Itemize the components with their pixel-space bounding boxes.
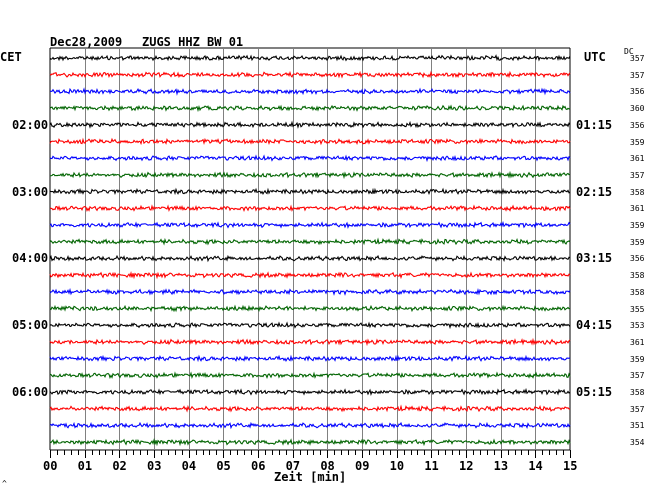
x-tick-label: 04 [181, 459, 197, 473]
x-tick-label: 15 [563, 459, 578, 473]
station-label: ZUGS HHZ BW 01 [142, 35, 244, 49]
dc-value: 357 [630, 371, 645, 381]
dc-value: 357 [630, 70, 645, 80]
dc-value: 357 [630, 404, 645, 414]
dc-value: 351 [630, 421, 645, 431]
x-tick-label: 03 [147, 459, 162, 473]
x-tick-label: 05 [216, 459, 231, 473]
dc-value: 358 [630, 287, 645, 297]
date-label: Dec28,2009 [50, 35, 123, 49]
x-tick-label: 13 [493, 459, 509, 473]
seismic-trace [49, 170, 571, 180]
left-hour-label: 04:00 [12, 251, 49, 266]
right-hour-label: 01:15 [576, 117, 613, 132]
x-tick-label: 02 [112, 459, 127, 473]
seismic-trace [49, 271, 571, 280]
right-hour-label: 04:15 [576, 318, 613, 333]
dc-value: 360 [630, 104, 645, 114]
seismic-trace [49, 354, 571, 363]
seismic-trace [49, 438, 571, 447]
dc-value: 361 [630, 154, 645, 164]
x-tick-label: 11 [424, 459, 439, 473]
dc-value: 356 [630, 120, 645, 130]
dc-value: 353 [630, 321, 645, 331]
x-axis-label: Zeit [min] [274, 470, 347, 484]
x-tick-label: 00 [43, 459, 58, 473]
seismic-trace [49, 421, 571, 430]
left-hour-label: 06:00 [12, 385, 49, 399]
x-tick-label: 10 [389, 459, 405, 473]
x-tick-label: 06 [251, 459, 266, 473]
seismic-trace [49, 104, 571, 113]
x-tick-label: 09 [355, 459, 370, 473]
right-hour-label: 02:15 [576, 184, 613, 199]
left-hour-label: 05:00 [12, 318, 49, 333]
left-timezone-label: CET [0, 50, 22, 64]
x-tick-label: 07 [285, 459, 301, 473]
seismic-trace [49, 254, 571, 263]
dc-value: 359 [630, 354, 645, 364]
dc-value: 356 [630, 254, 645, 264]
x-tick-label: 01 [77, 459, 93, 473]
x-tick-label: 08 [320, 459, 335, 473]
seismic-trace [49, 187, 571, 196]
x-tick-label: 12 [459, 459, 474, 473]
seismic-trace [49, 237, 571, 246]
seismic-trace [49, 154, 571, 163]
dc-value: 359 [630, 237, 645, 247]
seismic-trace [49, 137, 571, 146]
seismic-trace [49, 54, 571, 62]
dc-value: 354 [630, 438, 645, 448]
left-hour-label: 02:00 [12, 117, 49, 132]
dc-value: 359 [630, 221, 645, 230]
seismic-trace [49, 371, 571, 379]
dc-value: 357 [630, 170, 645, 180]
dc-header-label: DC [624, 47, 634, 56]
right-hour-label: 03:15 [576, 251, 613, 266]
dc-value: 357 [630, 54, 645, 63]
seismic-trace [49, 404, 571, 413]
dc-value: 355 [630, 304, 645, 314]
dc-value: 361 [630, 204, 645, 214]
corner-mark: ^ [2, 479, 7, 488]
seismic-trace [49, 304, 571, 313]
seismic-trace [49, 70, 571, 79]
seismic-trace [49, 337, 571, 347]
dc-value: 358 [630, 271, 645, 281]
dc-value: 359 [630, 137, 645, 147]
seismic-trace [49, 321, 571, 330]
seismic-trace [49, 287, 571, 296]
seismic-trace [49, 87, 571, 96]
seismic-trace [49, 387, 571, 397]
right-timezone-label: UTC [584, 50, 606, 64]
seismic-trace [49, 204, 571, 212]
seismic-trace [49, 120, 571, 129]
right-hour-label: 05:15 [576, 385, 613, 399]
dc-value: 358 [630, 388, 645, 397]
seismic-trace [49, 220, 571, 230]
x-tick-label: 14 [528, 459, 543, 473]
dc-value: 358 [630, 187, 645, 197]
dc-value: 361 [630, 337, 645, 347]
left-hour-label: 03:00 [12, 184, 49, 199]
dc-value: 356 [630, 87, 645, 97]
